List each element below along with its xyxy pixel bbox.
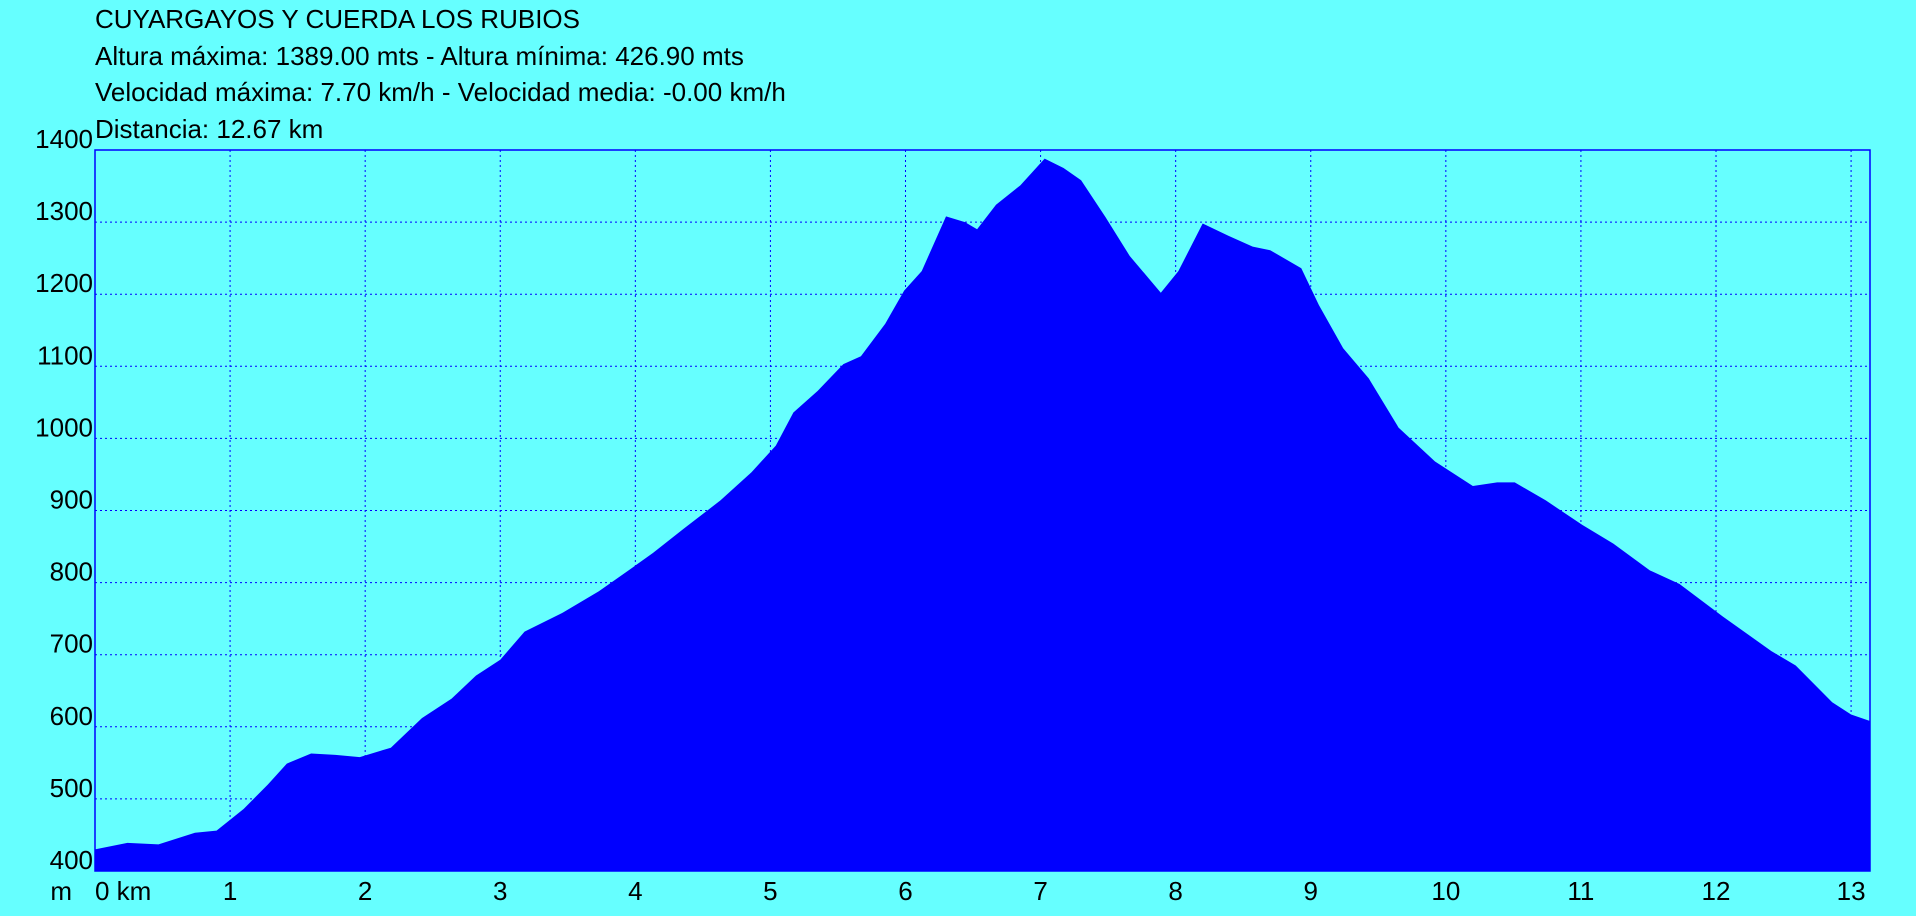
- y-tick-label: 1200: [35, 268, 93, 298]
- y-tick-label: 800: [50, 557, 93, 587]
- x-tick-label: 3: [493, 876, 507, 906]
- x-tick-label: 11: [1567, 876, 1594, 906]
- x-tick-label: 9: [1304, 876, 1318, 906]
- chart-title: CUYARGAYOS Y CUERDA LOS RUBIOS: [95, 4, 580, 34]
- y-tick-label: 1300: [35, 196, 93, 226]
- x-tick-label: 0 km: [95, 876, 151, 906]
- x-tick-label: 12: [1702, 876, 1731, 906]
- x-tick-label: 8: [1168, 876, 1182, 906]
- annotation: Velocidad máxima: 7.70 km/h - Velocidad …: [95, 77, 786, 107]
- y-tick-label: 700: [50, 629, 93, 659]
- y-tick-label: 1000: [35, 412, 93, 442]
- x-tick-label: 1: [223, 876, 237, 906]
- y-tick-label: 1100: [37, 340, 93, 370]
- annotation: Distancia: 12.67 km: [95, 114, 323, 144]
- x-tick-label: 6: [898, 876, 912, 906]
- y-tick-label: 600: [50, 701, 93, 731]
- x-tick-label: 7: [1033, 876, 1047, 906]
- y-tick-label: 900: [50, 485, 93, 515]
- y-unit-label: m: [50, 876, 72, 906]
- y-tick-label: 500: [50, 773, 93, 803]
- elevation-area: [95, 158, 1870, 872]
- x-tick-label: 4: [628, 876, 642, 906]
- x-tick-label: 2: [358, 876, 372, 906]
- x-tick-label: 5: [763, 876, 777, 906]
- y-tick-label: 1400: [35, 124, 93, 154]
- x-tick-label: 10: [1431, 876, 1460, 906]
- y-tick-label: 400: [50, 845, 93, 875]
- plot-border: [94, 149, 1871, 872]
- x-tick-label: 13: [1837, 876, 1866, 906]
- annotation: Altura máxima: 1389.00 mts - Altura míni…: [95, 41, 744, 71]
